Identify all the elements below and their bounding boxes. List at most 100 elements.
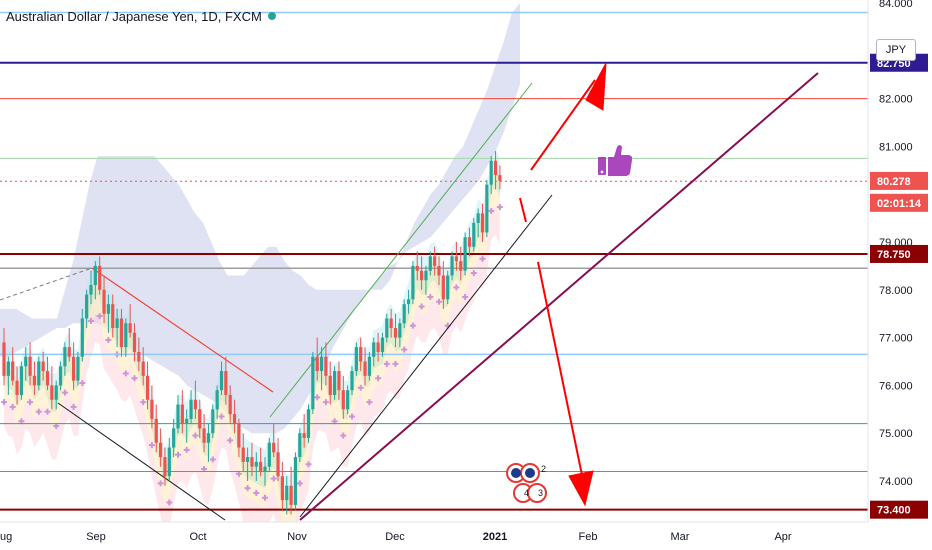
- candle[interactable]: [19, 361, 23, 400]
- candle[interactable]: [372, 337, 376, 367]
- candle[interactable]: [485, 179, 489, 238]
- black-downtrend-line[interactable]: [57, 402, 226, 521]
- candle[interactable]: [98, 256, 102, 295]
- candle[interactable]: [267, 437, 271, 472]
- candle[interactable]: [54, 380, 58, 410]
- candle[interactable]: [406, 289, 411, 314]
- candle[interactable]: [6, 356, 10, 395]
- candle[interactable]: [32, 361, 37, 395]
- candle[interactable]: [206, 423, 211, 462]
- candle[interactable]: [159, 428, 163, 467]
- candle[interactable]: [219, 361, 224, 395]
- price-axis[interactable]: [868, 0, 932, 550]
- candle[interactable]: [472, 218, 476, 252]
- up-arrow-line[interactable]: [530, 79, 596, 171]
- candle[interactable]: [228, 385, 232, 424]
- candle[interactable]: [402, 299, 406, 329]
- candle[interactable]: [93, 261, 97, 300]
- candle[interactable]: [415, 251, 419, 281]
- candle[interactable]: [150, 385, 154, 429]
- candle[interactable]: [424, 265, 428, 295]
- candle[interactable]: [237, 418, 241, 458]
- candle[interactable]: [341, 375, 345, 419]
- candle[interactable]: [433, 246, 437, 276]
- candle[interactable]: [302, 414, 306, 448]
- candle[interactable]: [446, 270, 450, 305]
- price-tag[interactable]: 80.278: [870, 171, 928, 190]
- candle[interactable]: [2, 328, 6, 386]
- candle[interactable]: [289, 466, 293, 515]
- red-downtrend-line[interactable]: [91, 267, 274, 393]
- candle[interactable]: [498, 165, 502, 190]
- candle[interactable]: [480, 203, 485, 242]
- candle[interactable]: [350, 366, 354, 395]
- candle[interactable]: [259, 447, 263, 477]
- candle[interactable]: [224, 356, 228, 405]
- candle[interactable]: [37, 356, 41, 391]
- candle[interactable]: [328, 361, 332, 405]
- candle[interactable]: [141, 347, 145, 386]
- candle[interactable]: [319, 347, 324, 391]
- candle[interactable]: [476, 208, 480, 238]
- candle[interactable]: [176, 394, 180, 434]
- candle[interactable]: [163, 447, 167, 486]
- price-tag[interactable]: 78.750: [870, 244, 928, 263]
- candle[interactable]: [85, 289, 89, 329]
- currency-badge[interactable]: JPY: [876, 39, 916, 61]
- candle[interactable]: [293, 452, 298, 510]
- candle[interactable]: [450, 251, 454, 281]
- candle[interactable]: [50, 366, 54, 410]
- candle[interactable]: [202, 414, 206, 453]
- candle[interactable]: [359, 337, 363, 372]
- candle[interactable]: [324, 342, 328, 386]
- candle[interactable]: [11, 347, 15, 386]
- candle[interactable]: [119, 308, 124, 357]
- candle[interactable]: [198, 399, 202, 438]
- candle[interactable]: [493, 151, 498, 190]
- small-down-arrow[interactable]: [519, 197, 527, 223]
- candle[interactable]: [232, 399, 237, 434]
- candle[interactable]: [215, 385, 219, 419]
- candle[interactable]: [276, 437, 280, 481]
- candle[interactable]: [346, 385, 350, 415]
- candle[interactable]: [441, 261, 445, 309]
- candle[interactable]: [67, 328, 71, 362]
- candle[interactable]: [132, 323, 137, 362]
- candle[interactable]: [189, 390, 193, 424]
- time-axis[interactable]: [0, 522, 932, 550]
- candle[interactable]: [45, 356, 50, 391]
- candle[interactable]: [311, 351, 315, 415]
- candle[interactable]: [333, 366, 337, 400]
- candle[interactable]: [106, 294, 110, 333]
- candle[interactable]: [28, 342, 32, 386]
- candle[interactable]: [420, 256, 424, 290]
- candle[interactable]: [398, 318, 402, 348]
- candle[interactable]: [41, 351, 45, 381]
- candle[interactable]: [115, 308, 119, 348]
- candle[interactable]: [111, 294, 115, 338]
- candle[interactable]: [250, 442, 254, 477]
- candle[interactable]: [124, 318, 128, 357]
- candle[interactable]: [467, 227, 472, 257]
- candle[interactable]: [298, 428, 302, 462]
- channel-lower-line[interactable]: [299, 194, 553, 518]
- candle[interactable]: [167, 437, 171, 481]
- dashed-trend-line[interactable]: [0, 267, 93, 301]
- candle[interactable]: [58, 361, 63, 391]
- candle[interactable]: [246, 447, 250, 481]
- candle[interactable]: [15, 366, 19, 405]
- candle[interactable]: [285, 476, 289, 515]
- candle[interactable]: [393, 313, 398, 348]
- candle[interactable]: [263, 457, 267, 486]
- down-arrow-line[interactable]: [537, 261, 584, 481]
- candle[interactable]: [363, 347, 367, 386]
- candle[interactable]: [459, 246, 463, 281]
- candle[interactable]: [24, 347, 28, 381]
- candle[interactable]: [389, 308, 393, 338]
- candle[interactable]: [63, 342, 67, 376]
- candle[interactable]: [385, 313, 389, 343]
- candle[interactable]: [154, 404, 158, 453]
- candle[interactable]: [272, 423, 276, 458]
- candle[interactable]: [145, 361, 150, 410]
